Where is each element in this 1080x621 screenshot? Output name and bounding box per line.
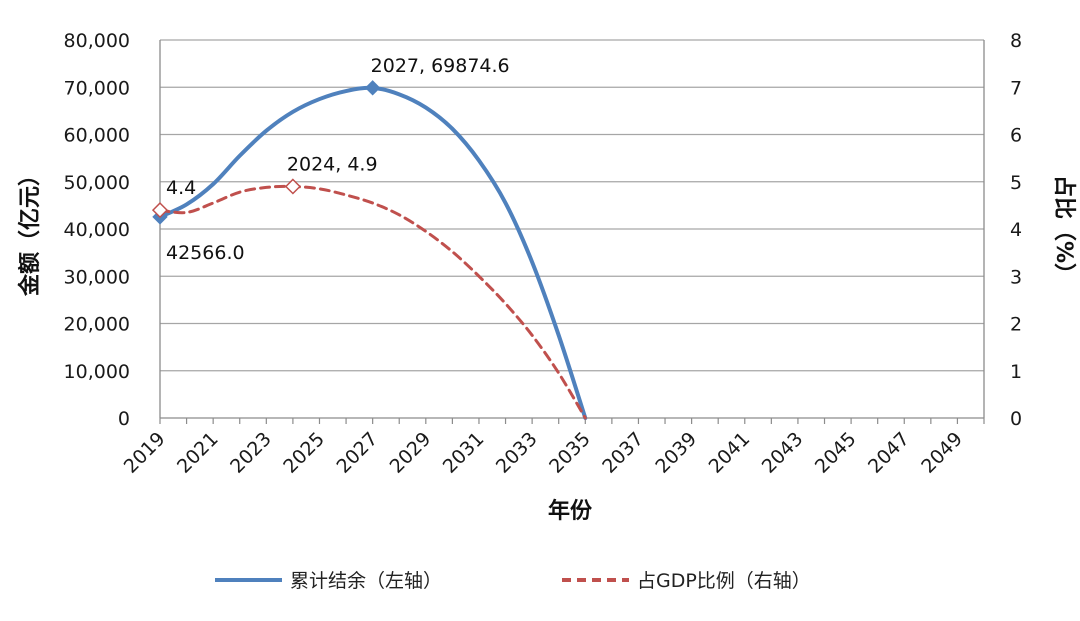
- y-left-tick-label: 10,000: [64, 361, 130, 383]
- y-left-tick-label: 60,000: [64, 125, 130, 147]
- y-right-tick-label: 3: [1010, 266, 1022, 288]
- x-tick-label: 2049: [917, 428, 967, 478]
- y-right-tick-label: 2: [1010, 314, 1022, 336]
- data-marker-cumulative: [364, 80, 381, 96]
- x-tick-label: 2041: [705, 428, 755, 478]
- x-tick-label: 2033: [492, 428, 542, 478]
- y-left-tick-label: 50,000: [64, 172, 130, 194]
- y-right-tick-label: 1: [1010, 361, 1022, 383]
- grid-lines: [160, 39, 984, 419]
- y-axis-right-title: 占比（%）: [1051, 175, 1076, 285]
- y-left-tick-label: 70,000: [64, 77, 130, 99]
- data-label: 2024, 4.9: [287, 153, 378, 175]
- data-label: 4.4: [166, 177, 196, 199]
- x-tick-label: 2019: [120, 428, 170, 478]
- x-tick-label: 2025: [279, 428, 329, 478]
- legend-label-cumulative: 累计结余（左轴）: [290, 570, 442, 592]
- y-left-tick-label: 20,000: [64, 314, 130, 336]
- x-tick-label: 2021: [173, 428, 223, 478]
- x-tick-label: 2043: [758, 428, 808, 478]
- x-tick-label: 2045: [811, 428, 861, 478]
- y-left-tick-label: 0: [118, 408, 130, 430]
- y-right-tick-label: 0: [1010, 408, 1022, 430]
- y-axis-left-title: 金额（亿元）: [17, 164, 43, 297]
- x-tick-label: 2023: [226, 428, 276, 478]
- legend-label-gdp-ratio: 占GDP比例（右轴）: [637, 570, 811, 592]
- data-label: 42566.0: [166, 242, 245, 264]
- x-tick-label: 2027: [332, 428, 382, 478]
- x-axis-title: 年份: [548, 498, 593, 524]
- annotations: 42566.0 4.4 2024, 4.9 2027, 69874.6: [151, 55, 510, 264]
- y-left-tick-label: 40,000: [64, 219, 130, 241]
- x-tick-label: 2047: [864, 428, 914, 478]
- y-right-tick-label: 5: [1010, 172, 1022, 194]
- data-marker-gdp-ratio: [151, 202, 169, 219]
- y-right-tick-label: 7: [1010, 77, 1022, 99]
- x-tick-label: 2031: [439, 428, 489, 478]
- y-left-tick-label: 30,000: [64, 266, 130, 288]
- axes: [159, 40, 985, 424]
- legend: 累计结余（左轴） 占GDP比例（右轴）: [215, 570, 811, 592]
- y-left-tick-label: 80,000: [64, 30, 130, 52]
- y-right-tick-label: 4: [1010, 219, 1022, 241]
- y-right-tick-label: 8: [1010, 30, 1022, 52]
- x-tick-label: 2039: [651, 428, 701, 478]
- data-marker-gdp-ratio: [284, 178, 301, 195]
- x-tick-label: 2035: [545, 428, 595, 478]
- y-right-tick-label: 6: [1010, 125, 1022, 147]
- x-tick-label: 2037: [598, 428, 648, 478]
- series-line-gdp-ratio: [158, 184, 587, 420]
- data-label: 2027, 69874.6: [371, 55, 510, 77]
- x-tick-label: 2029: [386, 428, 436, 478]
